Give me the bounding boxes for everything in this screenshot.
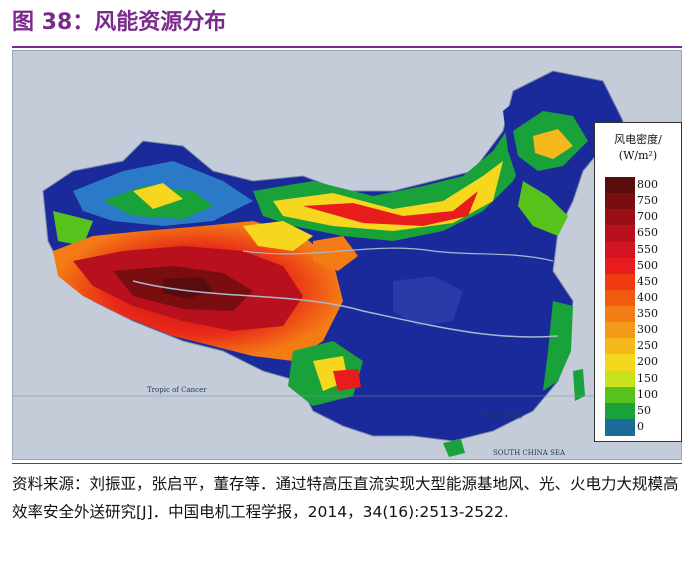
legend-swatch [605, 289, 635, 307]
legend-swatch [605, 402, 635, 420]
figure-title: 图 38：风能资源分布 [12, 10, 227, 35]
legend-swatch [605, 306, 635, 323]
legend-label: 300 [637, 323, 658, 337]
legend-label: 550 [637, 242, 658, 256]
legend-swatch [605, 322, 635, 339]
hong-kong-label: Hong Kong [483, 411, 523, 419]
legend-swatch [605, 386, 635, 404]
legend-swatch [605, 193, 635, 210]
legend-swatch [605, 418, 635, 436]
legend-swatch [605, 209, 635, 226]
legend-title-line1: 风电密度/ [614, 133, 662, 146]
sea-label: SOUTH CHINA SEA [493, 449, 566, 457]
legend-label: 100 [637, 387, 658, 401]
legend-label: 650 [637, 226, 658, 240]
legend-swatch [605, 177, 635, 194]
legend-color-bar [605, 177, 635, 436]
wind-energy-map: Tropic of Cancer SOUTH CHINA SEA Hong Ko… [12, 50, 682, 460]
tropic-label: Tropic of Cancer [147, 386, 207, 394]
legend-labels: 800 750 700 650 550 500 450 400 350 300 250 200 150 1… [637, 177, 681, 435]
legend-label: 150 [637, 371, 658, 385]
wind-density-legend: 风电密度/ (W/m²) 800 750 700 650 550 500 450 400 350… [594, 122, 682, 442]
source-divider [12, 463, 682, 464]
title-divider [12, 46, 682, 48]
legend-swatch [605, 370, 635, 388]
legend-label: 800 [637, 178, 658, 192]
legend-title-line2: (W/m²) [618, 149, 658, 162]
legend-label: 350 [637, 307, 658, 321]
legend-label: 200 [637, 355, 658, 369]
legend-label: 750 [637, 194, 658, 208]
legend-label: 400 [637, 290, 658, 304]
legend-swatch [605, 225, 635, 242]
legend-swatch [605, 257, 635, 275]
legend-swatch [605, 354, 635, 371]
legend-label: 450 [637, 274, 658, 288]
china-wind-map-graphic [13, 51, 681, 459]
legend-label: 250 [637, 339, 658, 353]
legend-swatch [605, 241, 635, 259]
legend-label: 700 [637, 210, 658, 224]
legend-label: 0 [637, 419, 644, 433]
legend-swatch [605, 338, 635, 355]
legend-label: 50 [637, 403, 651, 417]
legend-label: 500 [637, 258, 658, 272]
legend-swatch [605, 273, 635, 291]
source-citation: 资料来源：刘振亚，张启平，董存等．通过特高压直流实现大型能源基地风、光、火电力大… [12, 475, 679, 521]
